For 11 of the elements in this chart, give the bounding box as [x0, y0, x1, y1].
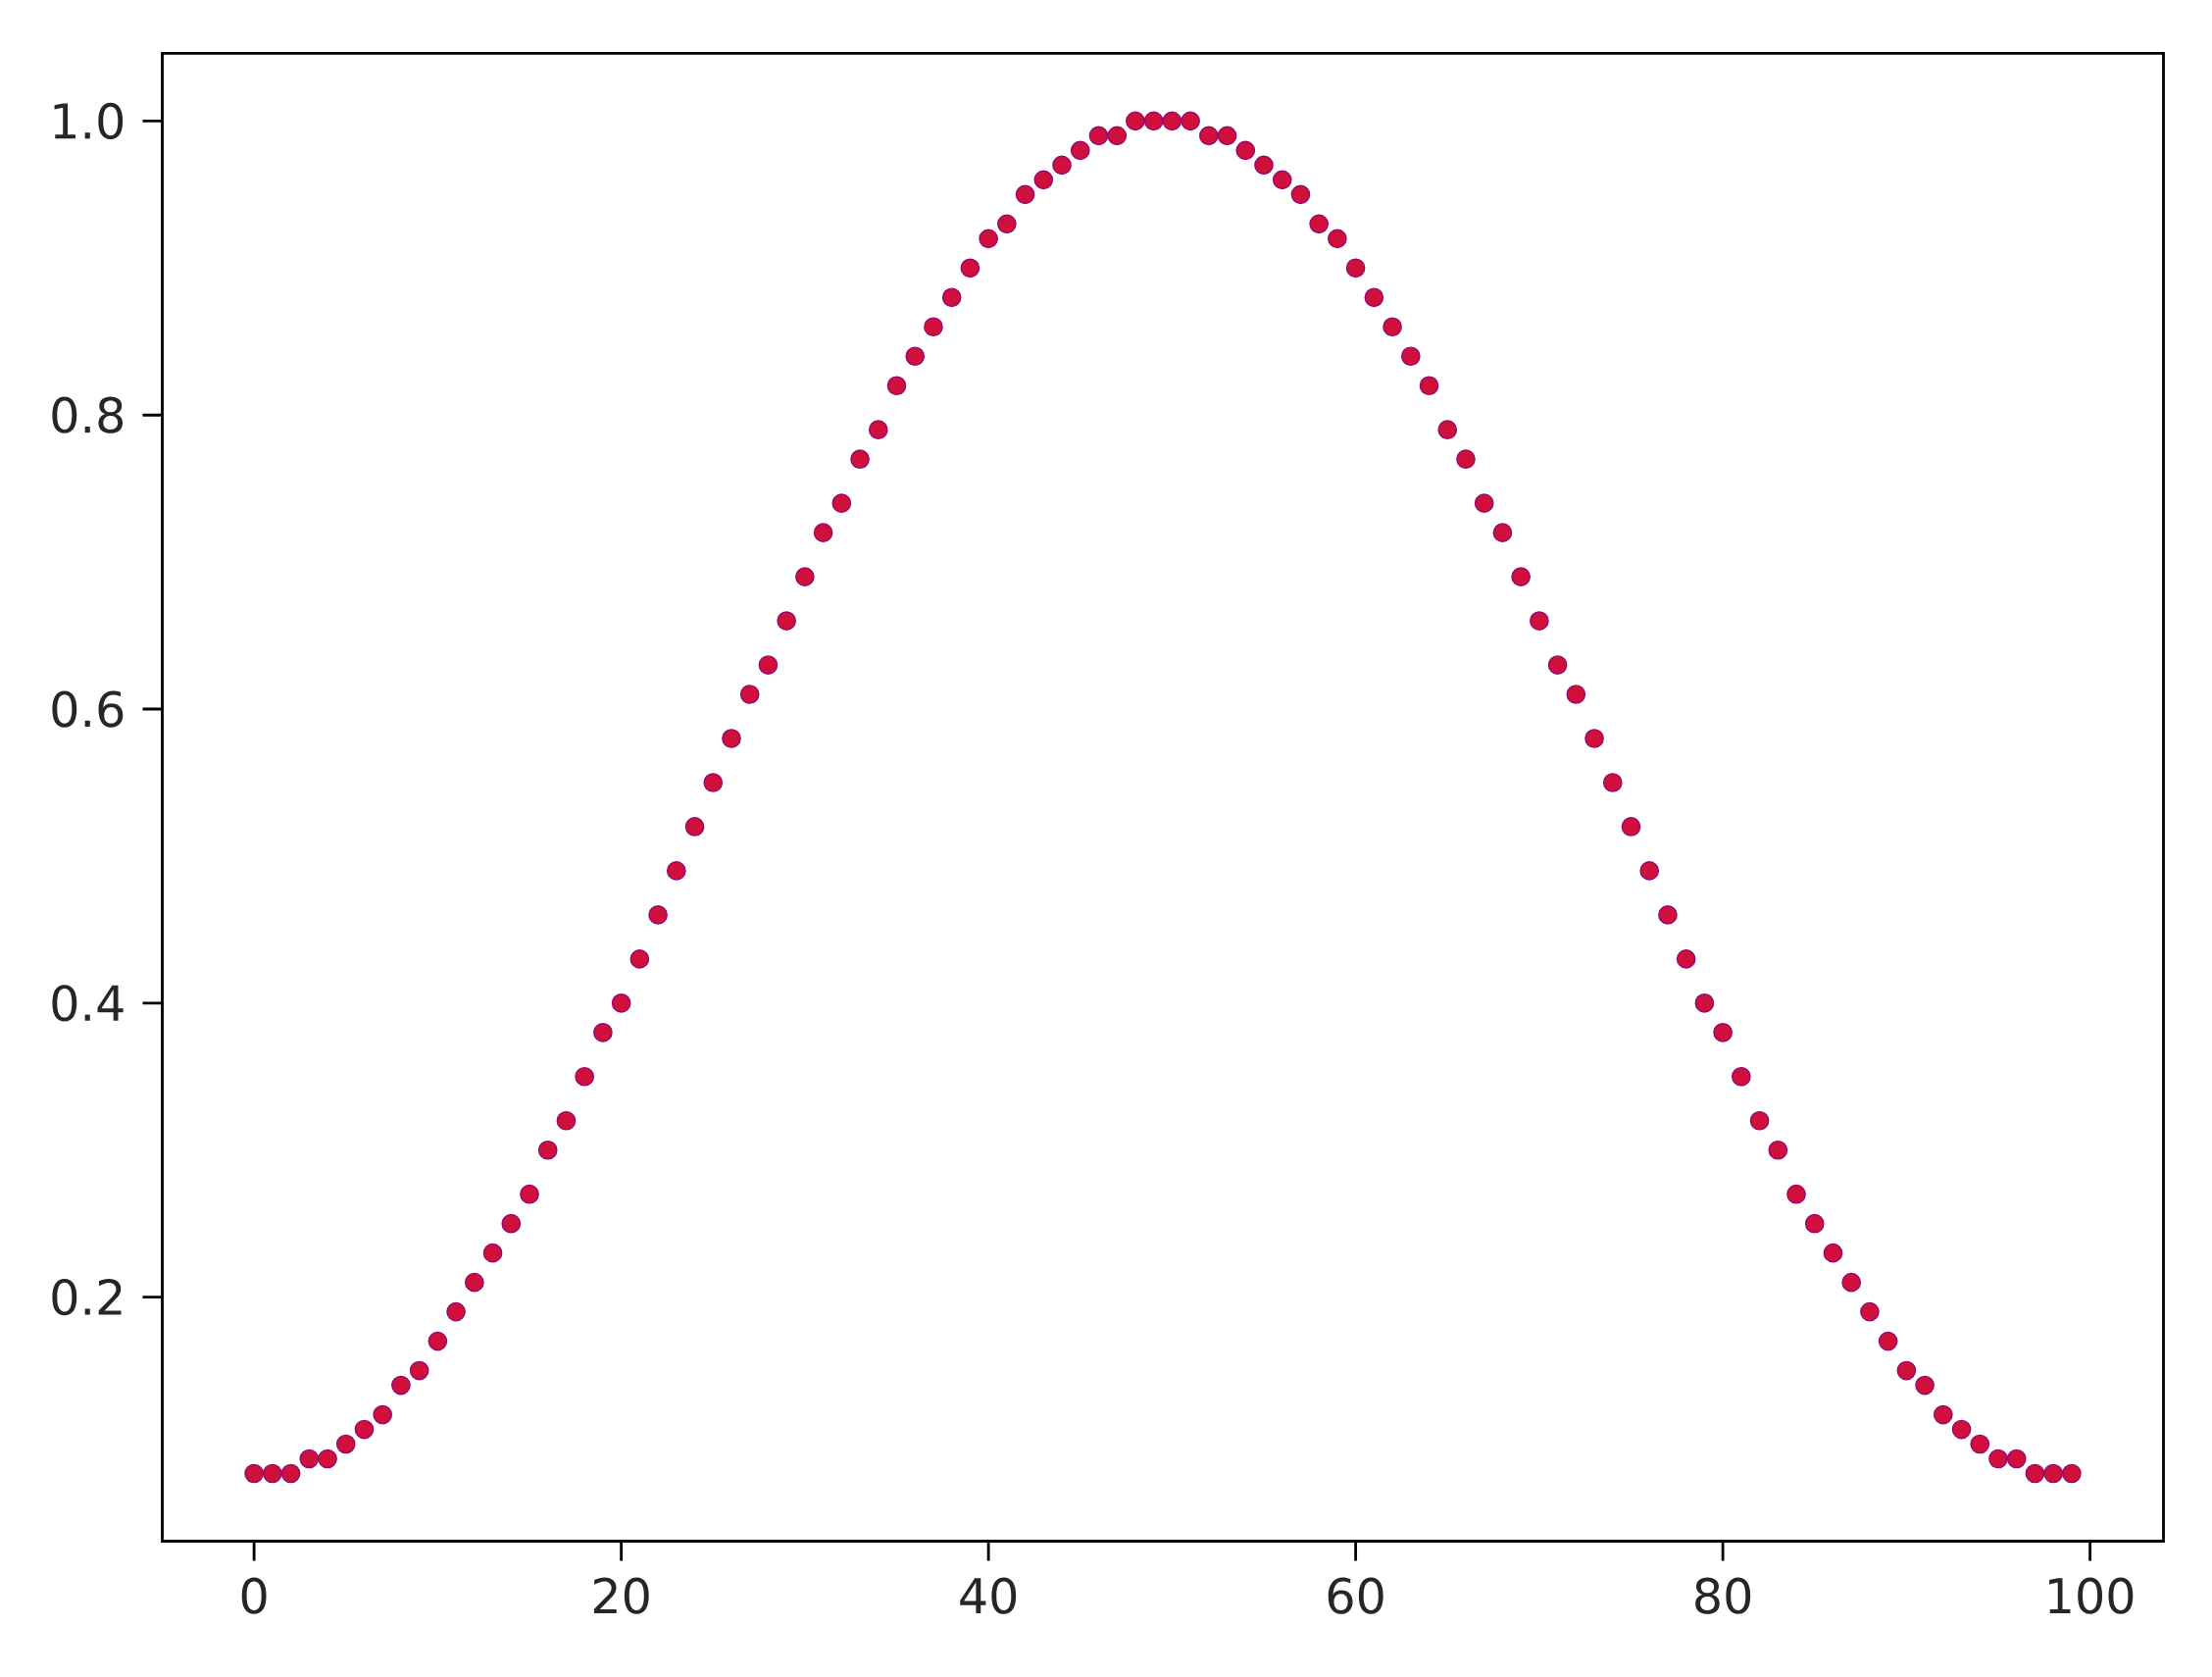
y-tick-label: 1.0: [54, 102, 124, 140]
x-tick-label: 100: [2049, 1577, 2134, 1614]
x-tick-label: 80: [1695, 1577, 1751, 1614]
y-tick-label: 0.8: [52, 396, 124, 433]
x-tick-label: 60: [1328, 1577, 1383, 1614]
y-tick-label: 0.2: [52, 1279, 122, 1316]
y-tick-label: 0.4: [52, 985, 124, 1022]
x-tick-label: 20: [593, 1577, 649, 1614]
x-tick-label: 40: [960, 1577, 1017, 1614]
y-tick-label: 0.6: [52, 690, 124, 728]
x-tick-label: 0: [241, 1577, 267, 1614]
